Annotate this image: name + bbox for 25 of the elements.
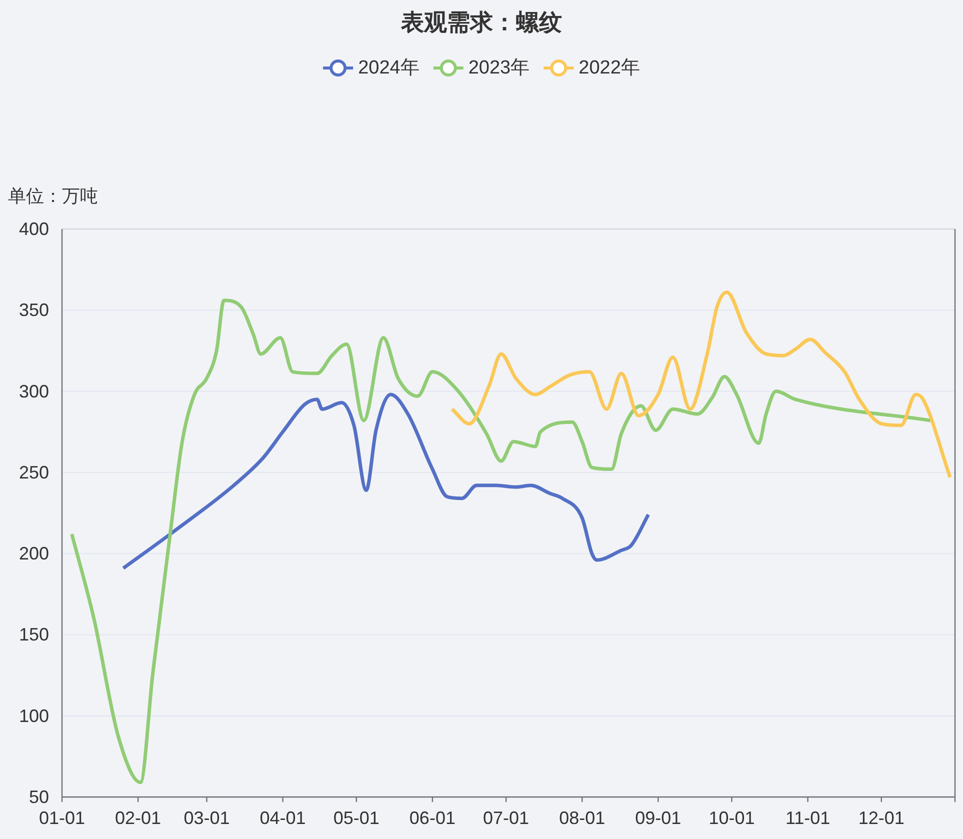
y-tick-label: 400 — [18, 219, 49, 239]
x-tick-label: 10-01 — [708, 808, 755, 828]
x-tick-label: 05-01 — [333, 808, 380, 828]
x-tick-label: 07-01 — [483, 808, 530, 828]
x-tick-label: 02-01 — [115, 808, 162, 828]
chart-title: 表观需求：螺纹 — [400, 9, 562, 35]
y-tick-label: 200 — [18, 544, 49, 564]
x-tick-label: 03-01 — [184, 808, 230, 828]
y-tick-label: 300 — [18, 381, 49, 402]
y-tick-label: 50 — [28, 787, 49, 807]
y-axis-title: 单位：万吨 — [8, 186, 98, 206]
x-tick-label: 06-01 — [409, 808, 456, 828]
y-tick-label: 150 — [18, 624, 49, 645]
legend-label: 2024年 — [358, 58, 420, 78]
x-tick-label: 12-01 — [858, 808, 904, 828]
x-tick-label: 08-01 — [559, 808, 606, 828]
x-tick-label: 09-01 — [635, 808, 682, 828]
x-tick-label: 11-01 — [785, 808, 830, 828]
legend-label: 2022年 — [578, 58, 640, 78]
x-tick-label: 04-01 — [260, 808, 306, 828]
y-tick-label: 100 — [18, 706, 49, 726]
x-tick-label: 01-01 — [38, 808, 86, 828]
y-tick-label: 350 — [18, 300, 49, 320]
legend-label: 2023年 — [468, 58, 530, 78]
y-tick-label: 250 — [18, 462, 49, 482]
